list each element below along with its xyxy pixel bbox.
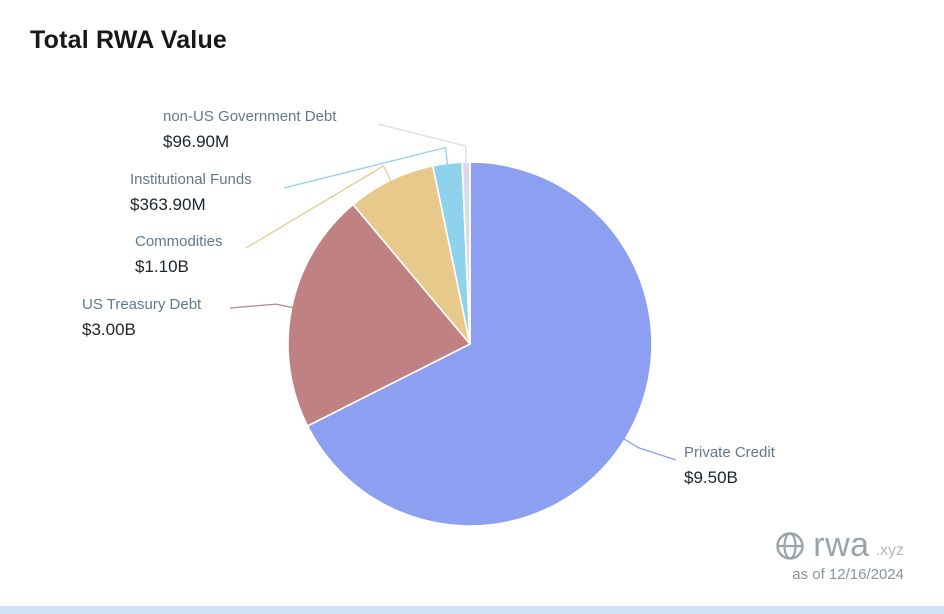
slice-label-non-us-government-debt: non-US Government Debt $96.90M xyxy=(163,108,336,152)
slice-value: $3.00B xyxy=(82,320,136,340)
brand-suffix: .xyz xyxy=(875,542,904,559)
brand-logo: rwa .xyz xyxy=(773,526,904,565)
brand-name: rwa xyxy=(813,526,870,564)
slice-label-institutional-funds: Institutional Funds $363.90M xyxy=(130,171,252,215)
leader-line-commodities xyxy=(245,164,392,249)
slice-value: $9.50B xyxy=(684,468,738,488)
as-of-date: as of 12/16/2024 xyxy=(792,566,904,583)
page-title: Total RWA Value xyxy=(30,26,228,54)
slice-name: non-US Government Debt xyxy=(163,108,337,125)
leader-line-us-treasury-debt xyxy=(229,303,294,309)
slice-name: Private Credit xyxy=(684,444,775,461)
leader-line-private-credit xyxy=(622,437,677,461)
bottom-accent-bar xyxy=(0,606,944,614)
slice-label-commodities: Commodities $1.10B xyxy=(135,233,223,277)
slice-label-us-treasury-debt: US Treasury Debt $3.00B xyxy=(82,296,201,340)
slice-value: $363.90M xyxy=(130,195,206,215)
slice-value: $96.90M xyxy=(163,132,230,152)
leader-line-institutional-funds xyxy=(283,146,449,189)
slice-label-private-credit: Private Credit $9.50B xyxy=(684,444,775,488)
leader-line-non-us-government-debt xyxy=(377,123,467,165)
slice-value: $1.10B xyxy=(135,257,189,277)
globe-icon xyxy=(776,531,804,560)
slice-name: Institutional Funds xyxy=(130,171,252,188)
slice-name: US Treasury Debt xyxy=(82,296,202,313)
slice-name: Commodities xyxy=(135,233,223,250)
